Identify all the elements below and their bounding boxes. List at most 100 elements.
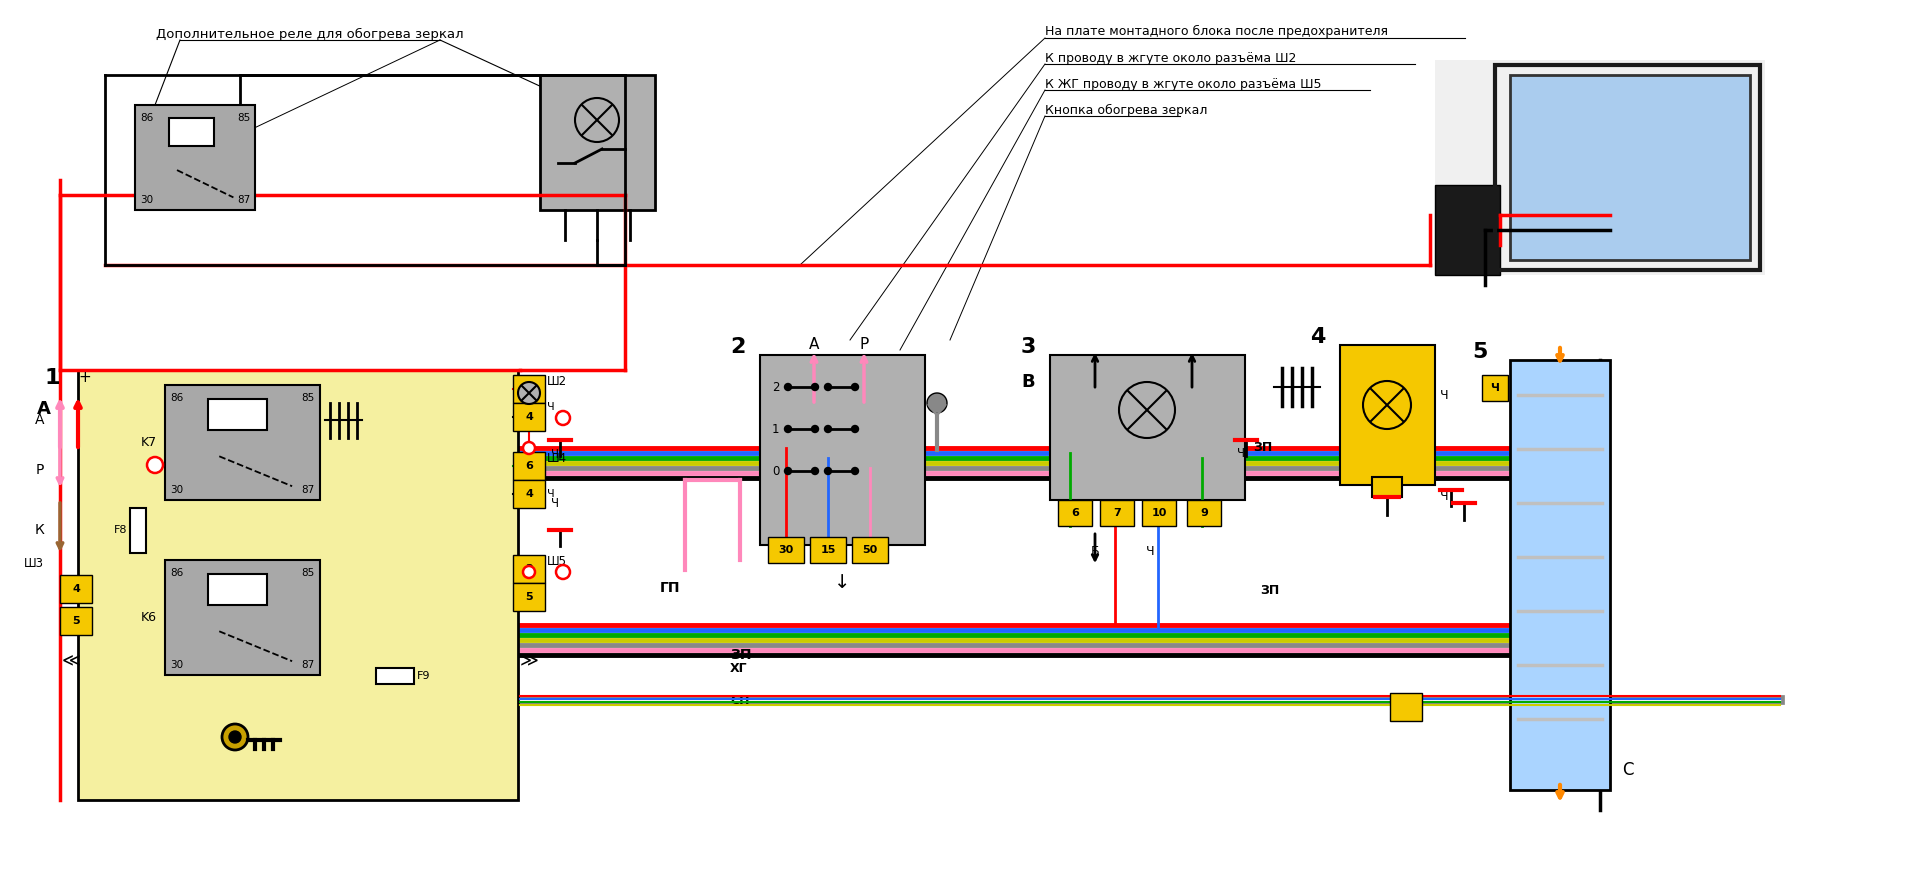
- Text: Ч: Ч: [551, 448, 559, 461]
- Circle shape: [522, 566, 536, 578]
- Bar: [513, 555, 545, 583]
- Circle shape: [557, 565, 570, 579]
- Text: 1: 1: [44, 368, 60, 388]
- Text: К проводу в жгуте около разъёма Ш2: К проводу в жгуте около разъёма Ш2: [1044, 52, 1296, 65]
- Text: СП: СП: [730, 693, 749, 707]
- Circle shape: [851, 384, 858, 391]
- Text: 2: 2: [772, 380, 780, 393]
- Bar: [165, 385, 321, 500]
- Circle shape: [1363, 381, 1411, 429]
- Bar: [209, 574, 267, 605]
- Bar: [513, 403, 545, 431]
- Circle shape: [824, 426, 831, 432]
- Circle shape: [824, 384, 831, 391]
- Text: 86: 86: [171, 568, 182, 578]
- Text: 30: 30: [171, 485, 182, 495]
- Text: Ч: Ч: [547, 402, 555, 412]
- Text: 9: 9: [1200, 508, 1208, 518]
- Text: 10: 10: [1152, 508, 1167, 518]
- Bar: [513, 375, 545, 403]
- Text: 5: 5: [1473, 342, 1488, 362]
- Text: 2: 2: [526, 564, 534, 574]
- Bar: [1340, 345, 1434, 485]
- Text: 86: 86: [171, 393, 182, 403]
- Bar: [1509, 75, 1749, 260]
- Bar: [513, 480, 545, 508]
- Text: 50: 50: [862, 545, 877, 555]
- Bar: [1434, 185, 1500, 275]
- Text: 3: 3: [1020, 337, 1035, 357]
- Text: А: А: [35, 413, 44, 427]
- Circle shape: [785, 384, 791, 391]
- Text: 4: 4: [524, 489, 534, 499]
- Bar: [169, 118, 215, 146]
- Bar: [760, 355, 925, 545]
- Text: 7: 7: [1114, 508, 1121, 518]
- Text: Р: Р: [36, 463, 44, 477]
- Bar: [131, 508, 146, 553]
- Text: 4: 4: [73, 584, 81, 594]
- Text: 2: 2: [730, 337, 745, 357]
- Text: 86: 86: [140, 113, 154, 123]
- Circle shape: [824, 467, 831, 474]
- Text: К: К: [35, 523, 44, 537]
- Text: Р: Р: [860, 337, 868, 352]
- Text: Ч: Ч: [1236, 447, 1244, 460]
- Text: В: В: [1021, 373, 1035, 391]
- Text: 30: 30: [140, 195, 154, 205]
- Text: 5: 5: [73, 616, 81, 626]
- Text: Б: Б: [1091, 545, 1100, 558]
- Text: 87: 87: [236, 195, 250, 205]
- Text: Ш4: Ш4: [547, 452, 566, 465]
- Circle shape: [851, 467, 858, 474]
- Bar: [60, 607, 92, 635]
- Bar: [79, 370, 518, 800]
- Text: 85: 85: [236, 113, 250, 123]
- Circle shape: [851, 426, 858, 432]
- Circle shape: [228, 731, 242, 743]
- Text: F9: F9: [417, 671, 430, 681]
- Bar: [60, 575, 92, 603]
- Bar: [1058, 500, 1092, 526]
- Bar: [376, 668, 415, 684]
- Text: Дополнительное реле для обогрева зеркал: Дополнительное реле для обогрева зеркал: [156, 28, 465, 41]
- Text: 0: 0: [772, 465, 780, 478]
- Bar: [1434, 60, 1764, 275]
- Text: 15: 15: [820, 545, 835, 555]
- Bar: [852, 537, 887, 563]
- Bar: [768, 537, 804, 563]
- Bar: [540, 75, 655, 210]
- Text: F8: F8: [113, 525, 127, 535]
- Circle shape: [785, 426, 791, 432]
- Text: 30: 30: [171, 660, 182, 670]
- Text: Ч: Ч: [1146, 545, 1154, 558]
- Bar: [165, 560, 321, 675]
- Bar: [1509, 360, 1611, 790]
- Bar: [1373, 477, 1402, 497]
- Text: 87: 87: [301, 485, 315, 495]
- Circle shape: [148, 457, 163, 473]
- Text: A: A: [808, 337, 820, 352]
- Text: ЗП: ЗП: [1254, 441, 1273, 453]
- Text: На плате монтадного блока после предохранителя: На плате монтадного блока после предохра…: [1044, 25, 1388, 38]
- Text: K7: K7: [140, 436, 157, 449]
- Text: Ш2: Ш2: [547, 375, 566, 388]
- Text: +: +: [79, 370, 90, 385]
- Text: 5: 5: [526, 592, 534, 602]
- Bar: [1100, 500, 1135, 526]
- Text: 6: 6: [524, 461, 534, 471]
- Bar: [1187, 500, 1221, 526]
- Text: ХГ: ХГ: [730, 662, 747, 674]
- Text: ↓: ↓: [833, 573, 851, 592]
- Circle shape: [522, 442, 536, 454]
- Text: K6: K6: [140, 611, 157, 624]
- Bar: [810, 537, 847, 563]
- Circle shape: [812, 467, 818, 474]
- Bar: [1496, 65, 1761, 270]
- Bar: [209, 399, 267, 429]
- Text: 87: 87: [301, 660, 315, 670]
- Text: 4: 4: [1309, 327, 1325, 347]
- Text: A: A: [36, 400, 52, 418]
- Text: С: С: [1622, 761, 1634, 779]
- Text: Ч: Ч: [1490, 383, 1500, 393]
